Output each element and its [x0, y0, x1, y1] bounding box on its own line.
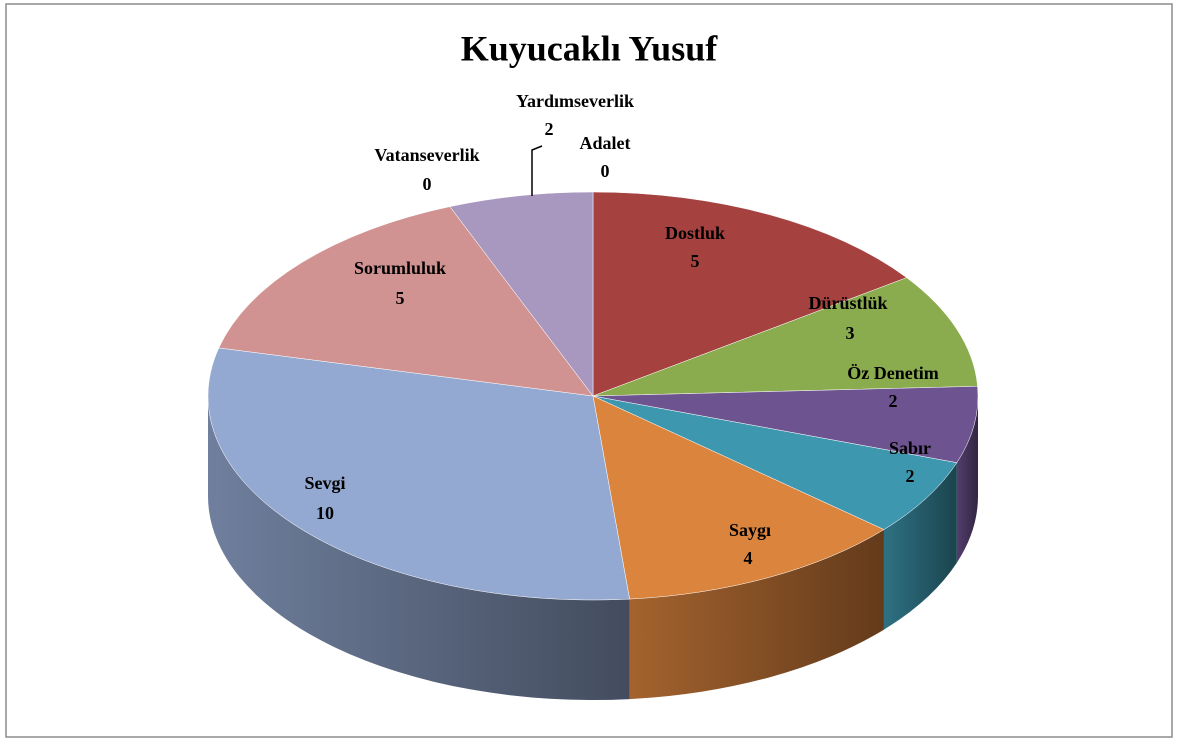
- pie-slice-side: [208, 396, 630, 701]
- pie-tops: [207, 191, 979, 601]
- pie-slice-side: [629, 529, 884, 700]
- leader-line: [531, 145, 543, 196]
- data-label-value: 2: [889, 391, 898, 411]
- data-label-name: Öz Denetim: [847, 363, 938, 383]
- pie-slice: [218, 206, 594, 397]
- data-label-value: 5: [396, 288, 405, 308]
- chart-title: Kuyucaklı Yusuf: [461, 28, 718, 68]
- data-label-name: Dürüstlük: [808, 293, 887, 313]
- pie-slice: [592, 395, 885, 600]
- data-label-name: Dostluk: [665, 223, 725, 243]
- pie-slice: [592, 395, 958, 530]
- data-label-value: 2: [906, 466, 915, 486]
- data-label-name: Sorumluluk: [354, 258, 446, 278]
- pie-slice: [592, 386, 979, 463]
- data-label-value: 2: [545, 119, 554, 139]
- data-label-name: Saygı: [729, 520, 771, 540]
- data-label-value: 0: [423, 174, 432, 194]
- pie-slice: [449, 191, 594, 397]
- data-label-name: Vatanseverlik: [374, 145, 479, 165]
- data-label-value: 10: [316, 503, 334, 523]
- pie-slice-side: [883, 462, 957, 630]
- pie-slice: [207, 347, 630, 601]
- data-label-value: 3: [846, 323, 855, 343]
- data-label-name: Yardımseverlik: [516, 91, 634, 111]
- data-labels: Adalet 0 Dostluk 5 Dürüstlük 3 Öz Denetim 2 Sabı…: [304, 91, 938, 568]
- data-label-value: 0: [601, 161, 610, 181]
- data-label-name: Adalet: [580, 133, 631, 153]
- pie-slice: [592, 191, 908, 397]
- pie-sides: [208, 396, 978, 701]
- data-label-name: Sabır: [889, 438, 931, 458]
- data-label-name: Sevgi: [304, 473, 345, 493]
- data-label-value: 4: [744, 548, 753, 568]
- data-label-value: 5: [691, 251, 700, 271]
- pie-slice-side: [956, 396, 978, 563]
- pie-slice: [592, 277, 978, 397]
